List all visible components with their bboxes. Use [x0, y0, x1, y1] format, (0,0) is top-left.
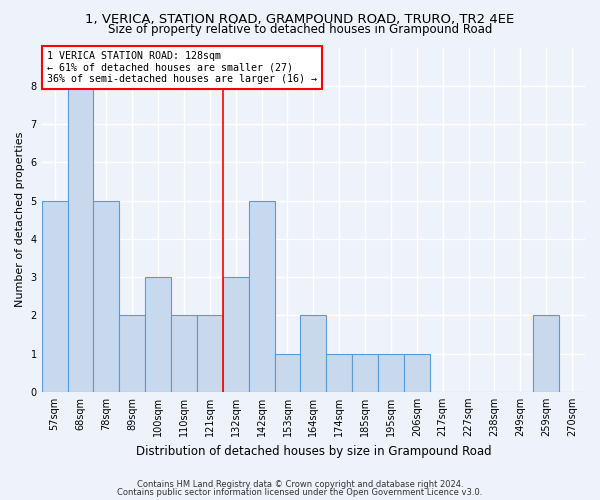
Bar [171, 316, 197, 392]
X-axis label: Distribution of detached houses by size in Grampound Road: Distribution of detached houses by size … [136, 444, 491, 458]
Text: Contains HM Land Registry data © Crown copyright and database right 2024.: Contains HM Land Registry data © Crown c… [137, 480, 463, 489]
Bar [145, 277, 171, 392]
Bar [326, 354, 352, 392]
Text: 1, VERICA, STATION ROAD, GRAMPOUND ROAD, TRURO, TR2 4EE: 1, VERICA, STATION ROAD, GRAMPOUND ROAD,… [85, 12, 515, 26]
Bar [119, 316, 145, 392]
Bar [68, 86, 94, 392]
Bar [248, 200, 275, 392]
Bar [378, 354, 404, 392]
Bar [301, 316, 326, 392]
Bar [41, 200, 68, 392]
Text: Contains public sector information licensed under the Open Government Licence v3: Contains public sector information licen… [118, 488, 482, 497]
Text: 1 VERICA STATION ROAD: 128sqm
← 61% of detached houses are smaller (27)
36% of s: 1 VERICA STATION ROAD: 128sqm ← 61% of d… [47, 51, 317, 84]
Bar [94, 200, 119, 392]
Bar [275, 354, 301, 392]
Y-axis label: Number of detached properties: Number of detached properties [15, 132, 25, 308]
Bar [404, 354, 430, 392]
Bar [223, 277, 248, 392]
Bar [533, 316, 559, 392]
Bar [197, 316, 223, 392]
Text: Size of property relative to detached houses in Grampound Road: Size of property relative to detached ho… [108, 24, 492, 36]
Bar [352, 354, 378, 392]
